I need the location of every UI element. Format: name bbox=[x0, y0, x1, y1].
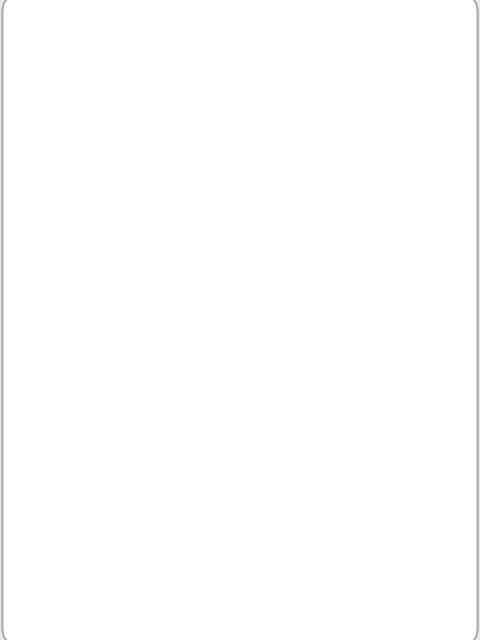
Text: 2 particularités complémentaires (conduction des: 2 particularités complémentaires (conduc… bbox=[76, 429, 371, 442]
Bar bbox=[102, 230, 220, 236]
Text: STI: STI bbox=[232, 237, 248, 246]
Bar bbox=[59, 230, 421, 253]
Text: Facteur d'échelle autorisé (en taille): Facteur d'échelle autorisé (en taille) bbox=[76, 513, 289, 526]
Bar bbox=[383, 230, 420, 236]
Text: charges positives: charges positives bbox=[76, 483, 179, 496]
Text: •: • bbox=[35, 365, 44, 380]
Text: MOSFET: MOSFET bbox=[52, 365, 122, 379]
Text: N-well: N-well bbox=[306, 272, 341, 282]
Bar bbox=[59, 253, 421, 301]
Text: Si₃N₄: Si₃N₄ bbox=[342, 148, 382, 190]
Bar bbox=[261, 219, 363, 230]
Text: Composant avec gain correct, isolation et vitesse: Composant avec gain correct, isolation e… bbox=[76, 397, 368, 410]
Text: 2 particularités complémentaires (: 2 particularités complémentaires ( bbox=[76, 429, 281, 442]
Text: ): ) bbox=[228, 483, 232, 496]
Bar bbox=[61, 230, 97, 236]
Text: 19: 19 bbox=[234, 606, 246, 616]
Text: N+: N+ bbox=[113, 208, 129, 218]
Text: N+: N+ bbox=[113, 221, 129, 230]
Text: N+: N+ bbox=[153, 237, 169, 246]
Text: P+: P+ bbox=[312, 237, 326, 246]
Text: P+: P+ bbox=[305, 208, 320, 218]
Text: NMOS et PMOS: NMOS et PMOS bbox=[37, 44, 274, 71]
Text: charges négatives + conduction des: charges négatives + conduction des bbox=[76, 456, 291, 469]
Text: –: – bbox=[59, 397, 65, 411]
Bar bbox=[59, 301, 421, 325]
Text: PolySi Gate: PolySi Gate bbox=[268, 148, 340, 200]
Bar bbox=[64, 208, 179, 219]
Text: P-well: P-well bbox=[122, 272, 155, 282]
Text: P-substrate: P-substrate bbox=[208, 308, 272, 318]
Bar bbox=[64, 219, 179, 230]
Text: conduction des: conduction des bbox=[267, 429, 357, 442]
Text: P+: P+ bbox=[394, 237, 408, 246]
Text: –: – bbox=[59, 429, 65, 443]
Text: TiSi₂: TiSi₂ bbox=[80, 148, 103, 189]
Text: –: – bbox=[59, 513, 65, 527]
Bar bbox=[260, 230, 378, 236]
Text: P+: P+ bbox=[305, 221, 319, 230]
Text: N+: N+ bbox=[71, 237, 87, 246]
Bar bbox=[261, 208, 363, 219]
